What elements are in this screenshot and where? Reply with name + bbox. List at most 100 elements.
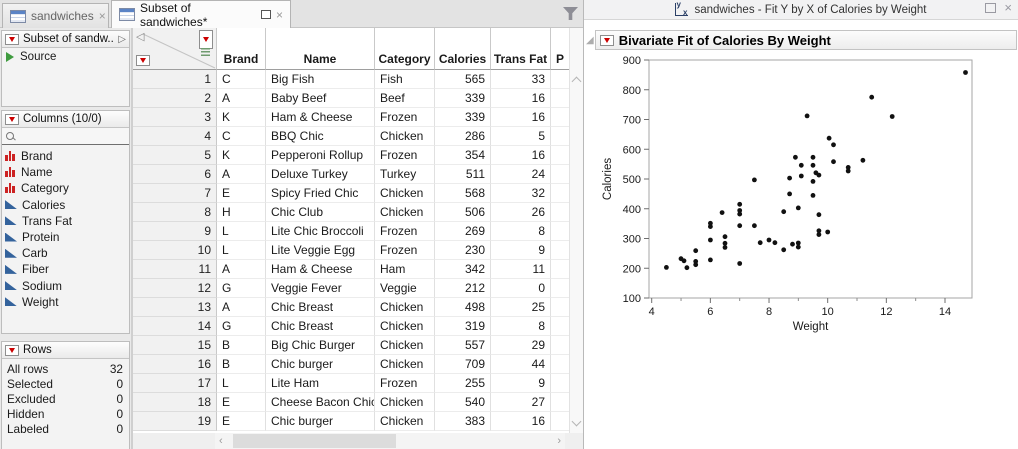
table-cell[interactable]: Deluxe Turkey: [266, 165, 375, 184]
table-cell[interactable]: 319: [435, 317, 491, 336]
table-cell[interactable]: H: [217, 203, 266, 222]
table-row[interactable]: 10 L Lite Veggie Egg Frozen 230 9: [133, 241, 569, 260]
table-cell[interactable]: [551, 374, 569, 393]
table-cell[interactable]: B: [217, 355, 266, 374]
table-cell[interactable]: 16: [491, 89, 551, 108]
rows-stat-excluded[interactable]: Excluded 0: [7, 391, 123, 406]
table-cell[interactable]: Chic burger: [266, 355, 375, 374]
table-cell[interactable]: 498: [435, 298, 491, 317]
data-point[interactable]: [845, 165, 851, 170]
table-row[interactable]: 8 H Chic Club Chicken 506 26: [133, 203, 569, 222]
table-cell[interactable]: 506: [435, 203, 491, 222]
table-cell[interactable]: 565: [435, 70, 491, 89]
table-cell[interactable]: Chicken: [375, 184, 435, 203]
table-cell[interactable]: 269: [435, 222, 491, 241]
table-cell[interactable]: K: [217, 108, 266, 127]
table-cell[interactable]: 26: [491, 203, 551, 222]
table-cell[interactable]: 557: [435, 336, 491, 355]
table-cell[interactable]: 286: [435, 127, 491, 146]
table-cell[interactable]: Frozen: [375, 374, 435, 393]
columns-menu-icon[interactable]: [199, 30, 213, 49]
sidebar-divider[interactable]: [131, 28, 133, 449]
table-cell[interactable]: Chicken: [375, 298, 435, 317]
table-cell[interactable]: 32: [491, 184, 551, 203]
rows-stat-labeled[interactable]: Labeled 0: [7, 421, 123, 436]
data-point[interactable]: [795, 205, 801, 211]
table-cell[interactable]: 255: [435, 374, 491, 393]
data-point[interactable]: [810, 154, 816, 160]
table-cell[interactable]: [551, 336, 569, 355]
column-header-category[interactable]: Category: [375, 28, 435, 70]
data-point[interactable]: [737, 208, 743, 213]
data-point[interactable]: [684, 265, 690, 271]
data-point[interactable]: [787, 191, 792, 197]
table-cell[interactable]: Cheese Bacon Chic: [266, 393, 375, 412]
column-item-weight[interactable]: Weight: [5, 294, 129, 310]
table-cell[interactable]: G: [217, 317, 266, 336]
data-point[interactable]: [790, 241, 795, 247]
data-point[interactable]: [810, 162, 816, 168]
data-point[interactable]: [752, 177, 757, 183]
row-number-cell[interactable]: 15: [133, 336, 217, 355]
table-cell[interactable]: 511: [435, 165, 491, 184]
table-cell[interactable]: 5: [491, 127, 551, 146]
data-point[interactable]: [752, 223, 757, 229]
data-point[interactable]: [816, 212, 822, 218]
rows-stat-selected[interactable]: Selected 0: [7, 376, 123, 391]
table-row[interactable]: 17 L Lite Ham Frozen 255 9: [133, 374, 569, 393]
table-cell[interactable]: Lite Ham: [266, 374, 375, 393]
column-item-brand[interactable]: Brand: [5, 148, 129, 164]
data-point[interactable]: [798, 162, 804, 168]
table-cell[interactable]: Pepperoni Rollup: [266, 146, 375, 165]
scatter-plot[interactable]: 100 200 300 400 500 600 700 800 900 4 6 8 10 12 14 Weig…: [584, 50, 1018, 350]
table-row[interactable]: 7 E Spicy Fried Chic Chicken 568 32: [133, 184, 569, 203]
table-cell[interactable]: Frozen: [375, 108, 435, 127]
table-row[interactable]: 11 A Ham & Cheese Ham 342 11: [133, 260, 569, 279]
tab-subset-of-sandwiches[interactable]: Subset of sandwiches* ×: [111, 0, 291, 29]
data-point[interactable]: [831, 142, 836, 148]
table-cell[interactable]: [551, 146, 569, 165]
table-row[interactable]: 15 B Big Chic Burger Chicken 557 29: [133, 336, 569, 355]
row-number-cell[interactable]: 13: [133, 298, 217, 317]
table-cell[interactable]: Chic Club: [266, 203, 375, 222]
table-cell[interactable]: Chicken: [375, 393, 435, 412]
table-row[interactable]: 5 K Pepperoni Rollup Frozen 354 16: [133, 146, 569, 165]
data-point[interactable]: [737, 261, 743, 266]
close-window-icon[interactable]: ×: [1004, 0, 1012, 15]
scroll-left-icon[interactable]: ‹: [219, 435, 223, 447]
horizontal-scroll-thumb[interactable]: [233, 434, 396, 448]
data-point[interactable]: [737, 223, 743, 229]
table-cell[interactable]: C: [217, 127, 266, 146]
table-cell[interactable]: C: [217, 70, 266, 89]
table-cell[interactable]: L: [217, 222, 266, 241]
column-header-name[interactable]: Name: [266, 28, 375, 70]
table-cell[interactable]: Big Chic Burger: [266, 336, 375, 355]
table-row[interactable]: 4 C BBQ Chic Chicken 286 5: [133, 127, 569, 146]
columns-search[interactable]: [2, 128, 129, 145]
table-cell[interactable]: 8: [491, 222, 551, 241]
data-point[interactable]: [737, 211, 743, 217]
table-cell[interactable]: [551, 165, 569, 184]
data-point[interactable]: [810, 179, 816, 184]
table-cell[interactable]: G: [217, 279, 266, 298]
table-cell[interactable]: [551, 108, 569, 127]
table-cell[interactable]: [551, 298, 569, 317]
table-cell[interactable]: 8: [491, 317, 551, 336]
table-cell[interactable]: Ham & Cheese: [266, 260, 375, 279]
column-header-brand[interactable]: Brand: [217, 28, 266, 70]
data-point[interactable]: [722, 245, 728, 250]
table-cell[interactable]: [551, 393, 569, 412]
maximize-window-icon[interactable]: [985, 3, 997, 13]
data-point[interactable]: [831, 159, 836, 165]
scroll-right-icon[interactable]: ›: [557, 435, 561, 447]
data-point[interactable]: [816, 228, 822, 234]
column-list-icon[interactable]: [201, 48, 210, 56]
table-row[interactable]: 13 A Chic Breast Chicken 498 25: [133, 298, 569, 317]
red-triangle-menu-icon[interactable]: [599, 34, 614, 46]
table-cell[interactable]: Chicken: [375, 127, 435, 146]
table-cell[interactable]: 16: [491, 108, 551, 127]
row-number-cell[interactable]: 19: [133, 412, 217, 431]
table-row[interactable]: 19 E Chic burger Chicken 383 16: [133, 412, 569, 431]
row-number-cell[interactable]: 14: [133, 317, 217, 336]
table-cell[interactable]: A: [217, 260, 266, 279]
